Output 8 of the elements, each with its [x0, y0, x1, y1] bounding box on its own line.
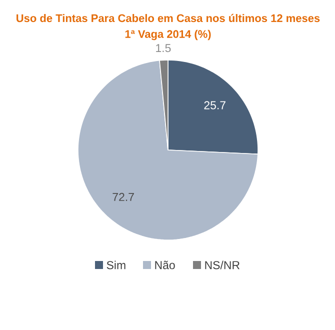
data-label: 1.5 — [156, 44, 171, 52]
data-label: 72.7 — [112, 192, 134, 201]
chart-title: Uso de Tintas Para Cabelo em Casa nos últimos 12 meses — [16, 14, 320, 22]
chart-subtitle: 1ª Vaga 2014 (%) — [125, 30, 211, 40]
legend-label: Sim — [106, 260, 126, 270]
data-label: 25.7 — [204, 101, 226, 110]
legend-label: Não — [155, 260, 175, 270]
legend-label: NS/NR — [205, 260, 240, 270]
